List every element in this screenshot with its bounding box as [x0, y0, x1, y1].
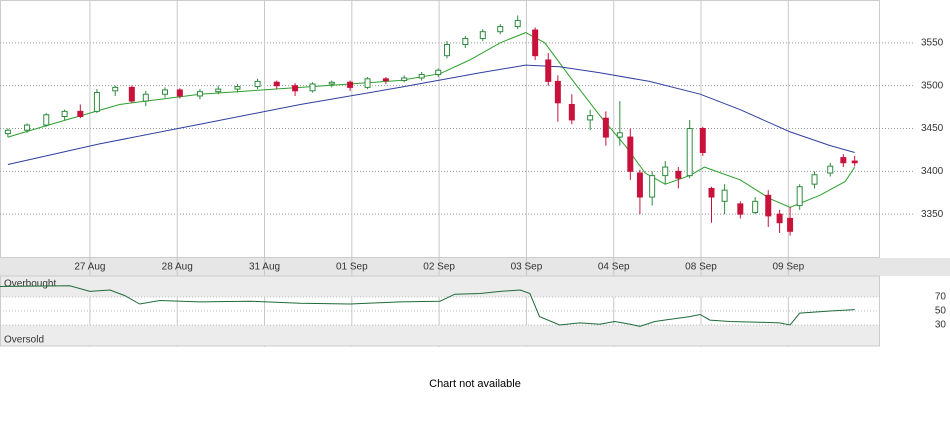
- candle-body: [776, 213, 783, 224]
- candle-body: [418, 74, 425, 79]
- candle-body: [532, 29, 539, 57]
- candle-body: [77, 110, 84, 118]
- candle-body: [568, 104, 575, 121]
- overbought-label: Overbought: [4, 279, 56, 290]
- candle-body: [273, 81, 280, 87]
- candle-body: [545, 59, 552, 82]
- candle-body: [554, 80, 561, 104]
- indicator-line: [0, 285, 855, 327]
- candle-body: [93, 92, 100, 112]
- date-band: [0, 258, 950, 276]
- candle-body: [851, 160, 858, 164]
- candle-body: [328, 81, 335, 85]
- candle-body: [811, 174, 818, 185]
- candle-body: [292, 85, 299, 92]
- candle-body: [616, 132, 623, 138]
- y-tick-label: 3550: [921, 37, 944, 48]
- candle-body: [602, 117, 609, 138]
- y-tick-label: 30: [935, 320, 947, 331]
- candle-body: [479, 31, 486, 40]
- candle-body: [443, 44, 450, 57]
- candle-body: [128, 86, 135, 102]
- candle-body: [401, 77, 408, 82]
- candle-body: [765, 194, 772, 217]
- overbought-zone: [0, 276, 880, 297]
- candle-body: [827, 165, 834, 174]
- y-tick-label: 3450: [921, 123, 944, 134]
- x-tick-label: 31 Aug: [249, 262, 280, 273]
- candle-body: [699, 128, 706, 153]
- y-tick-label: 3500: [921, 80, 944, 91]
- candle-body: [254, 80, 261, 88]
- candle-body: [142, 93, 149, 102]
- candle-body: [497, 26, 504, 33]
- moving-average-line: [7, 64, 855, 165]
- candle-body: [112, 86, 119, 92]
- x-tick-label: 04 Sep: [598, 262, 630, 273]
- candle-body: [234, 86, 241, 90]
- candle-body: [24, 124, 31, 131]
- candle-body: [686, 128, 693, 177]
- candle-body: [627, 136, 634, 172]
- candle-body: [721, 189, 728, 202]
- y-tick-label: 50: [935, 306, 947, 317]
- x-tick-label: 02 Sep: [423, 262, 455, 273]
- candle-body: [176, 89, 183, 97]
- candle-body: [752, 200, 759, 213]
- candle-body: [43, 114, 50, 126]
- candle-body: [382, 78, 389, 82]
- candle-body: [787, 217, 794, 232]
- candle-body: [4, 129, 11, 135]
- x-tick-label: 01 Sep: [336, 262, 368, 273]
- candle-body: [309, 83, 316, 92]
- x-tick-label: 28 Aug: [162, 262, 193, 273]
- candle-body: [675, 170, 682, 179]
- y-tick-label: 70: [935, 292, 947, 303]
- candle-body: [840, 157, 847, 164]
- candle-body: [162, 89, 168, 95]
- candle-body: [708, 187, 715, 198]
- x-tick-label: 08 Sep: [685, 262, 717, 273]
- candle-body: [364, 78, 371, 88]
- candle-body: [737, 203, 744, 215]
- candle-body: [662, 166, 669, 177]
- footer-note: Chart not available: [429, 378, 521, 390]
- y-tick-label: 3400: [921, 166, 944, 177]
- candle-body: [796, 186, 803, 207]
- candle-body: [636, 172, 643, 198]
- x-tick-label: 03 Sep: [511, 262, 543, 273]
- y-tick-label: 3350: [921, 209, 944, 220]
- oversold-zone: [0, 325, 880, 346]
- candle-body: [215, 88, 222, 93]
- candle-body: [347, 81, 354, 88]
- candle-body: [462, 38, 469, 46]
- candle-body: [435, 69, 442, 76]
- candle-body: [514, 20, 521, 28]
- x-tick-label: 27 Aug: [74, 262, 105, 273]
- x-tick-label: 09 Sep: [772, 262, 804, 273]
- candle-body: [61, 110, 68, 118]
- moving-average-line: [7, 32, 856, 208]
- candle-body: [196, 91, 203, 97]
- candle-body: [587, 115, 594, 121]
- oversold-label: Oversold: [4, 335, 44, 346]
- candle-body: [649, 175, 656, 198]
